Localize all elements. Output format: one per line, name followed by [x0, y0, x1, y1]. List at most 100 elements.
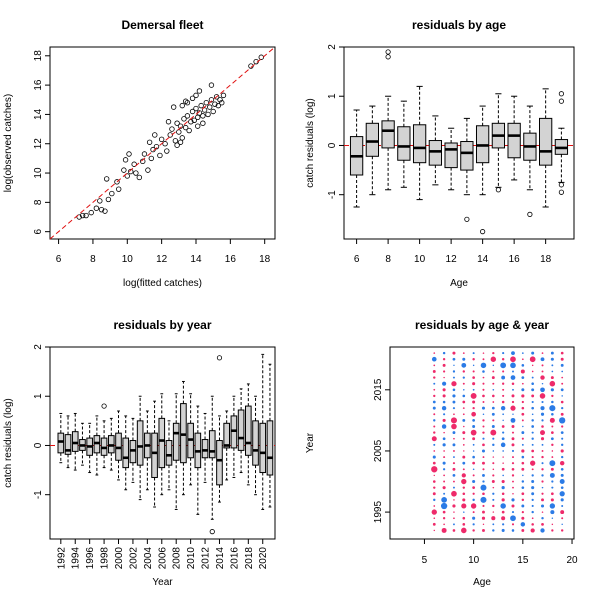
x-tick-label: 18: [540, 254, 552, 265]
bubble: [502, 450, 504, 452]
bubble: [443, 456, 446, 459]
data-point: [196, 88, 203, 94]
bubble: [443, 431, 445, 434]
bubble: [472, 388, 475, 391]
bubble: [452, 376, 455, 379]
bubble: [492, 437, 495, 440]
bubble: [551, 529, 554, 532]
bubble: [531, 364, 534, 367]
bubble: [531, 431, 534, 434]
data-point: [198, 102, 204, 109]
bubble: [443, 376, 445, 379]
bubble: [561, 425, 564, 428]
box: [122, 437, 130, 469]
data-point: [121, 167, 127, 173]
data-point: [88, 209, 94, 216]
bubble: [481, 449, 485, 453]
box: [381, 120, 395, 149]
bubble: [472, 461, 476, 465]
bubble: [433, 529, 435, 532]
bubble: [462, 394, 466, 398]
bubble: [482, 413, 485, 416]
bubble: [560, 400, 564, 404]
data-point: [93, 205, 100, 211]
bubble: [501, 479, 505, 484]
bubble: [433, 376, 436, 379]
chart-title: Demersal fleet: [121, 18, 203, 32]
bubble: [482, 419, 485, 422]
bubble: [442, 418, 446, 422]
bubble: [561, 370, 564, 373]
bubble: [432, 400, 436, 404]
data-point: [207, 104, 213, 110]
x-tick-label: 2008: [172, 547, 183, 570]
bubble: [433, 486, 436, 489]
data-point: [177, 123, 184, 129]
bubble: [551, 486, 554, 489]
data-point: [131, 161, 137, 167]
bubble: [541, 364, 544, 367]
box: [507, 122, 521, 159]
bubble: [541, 370, 544, 373]
x-tick-label: 14: [477, 254, 489, 265]
bubble: [492, 456, 495, 458]
bubble: [433, 352, 436, 354]
x-tick-label: 16: [509, 254, 521, 265]
bubble: [512, 413, 514, 415]
bubble: [541, 516, 544, 520]
y-axis-title: Year: [305, 432, 316, 453]
bubble: [551, 443, 554, 447]
bubble: [521, 412, 525, 416]
bubble: [551, 523, 554, 526]
bubble: [482, 492, 485, 496]
bubble: [472, 443, 475, 446]
x-tick-label: 16: [225, 254, 237, 265]
bubble: [462, 376, 465, 379]
data-point: [172, 138, 179, 144]
bubble: [511, 449, 515, 452]
bubble: [511, 504, 515, 508]
data-point: [140, 158, 146, 165]
bubble: [461, 527, 467, 534]
y-tick-label: 0: [33, 442, 44, 448]
data-point: [126, 151, 132, 157]
bubble: [462, 370, 465, 373]
bubble: [442, 486, 446, 490]
bubble: [511, 474, 515, 477]
bubble: [502, 456, 504, 458]
bubble: [462, 468, 465, 471]
bubble: [432, 406, 436, 410]
bubble: [482, 473, 485, 477]
bubble: [541, 498, 544, 502]
data-point: [133, 170, 139, 176]
bubble: [441, 405, 447, 411]
bubble: [492, 529, 495, 532]
bubble: [470, 392, 477, 399]
bubble: [512, 480, 514, 483]
bubble: [432, 492, 436, 496]
bubble: [521, 431, 525, 435]
bubble: [433, 364, 436, 367]
data-point: [103, 176, 110, 182]
bubble: [531, 498, 534, 501]
bubble: [521, 455, 525, 459]
x-axis-title: log(fitted catches): [123, 278, 202, 289]
bubble: [462, 413, 465, 416]
bubble: [480, 484, 487, 491]
x-tick-label: 2012: [201, 547, 212, 570]
bubble: [520, 522, 526, 527]
bubble: [442, 517, 446, 520]
bubble: [480, 362, 487, 369]
data-point: [152, 132, 158, 138]
box: [444, 142, 458, 169]
bubble: [531, 406, 534, 410]
bubble: [431, 509, 437, 515]
reference-line: [49, 46, 276, 240]
bubble: [492, 511, 495, 513]
bubble: [433, 498, 436, 502]
bubble: [521, 529, 525, 532]
plot-frame: [343, 46, 575, 240]
bubble: [492, 351, 495, 355]
bubble: [472, 437, 476, 441]
bubble: [501, 528, 505, 532]
